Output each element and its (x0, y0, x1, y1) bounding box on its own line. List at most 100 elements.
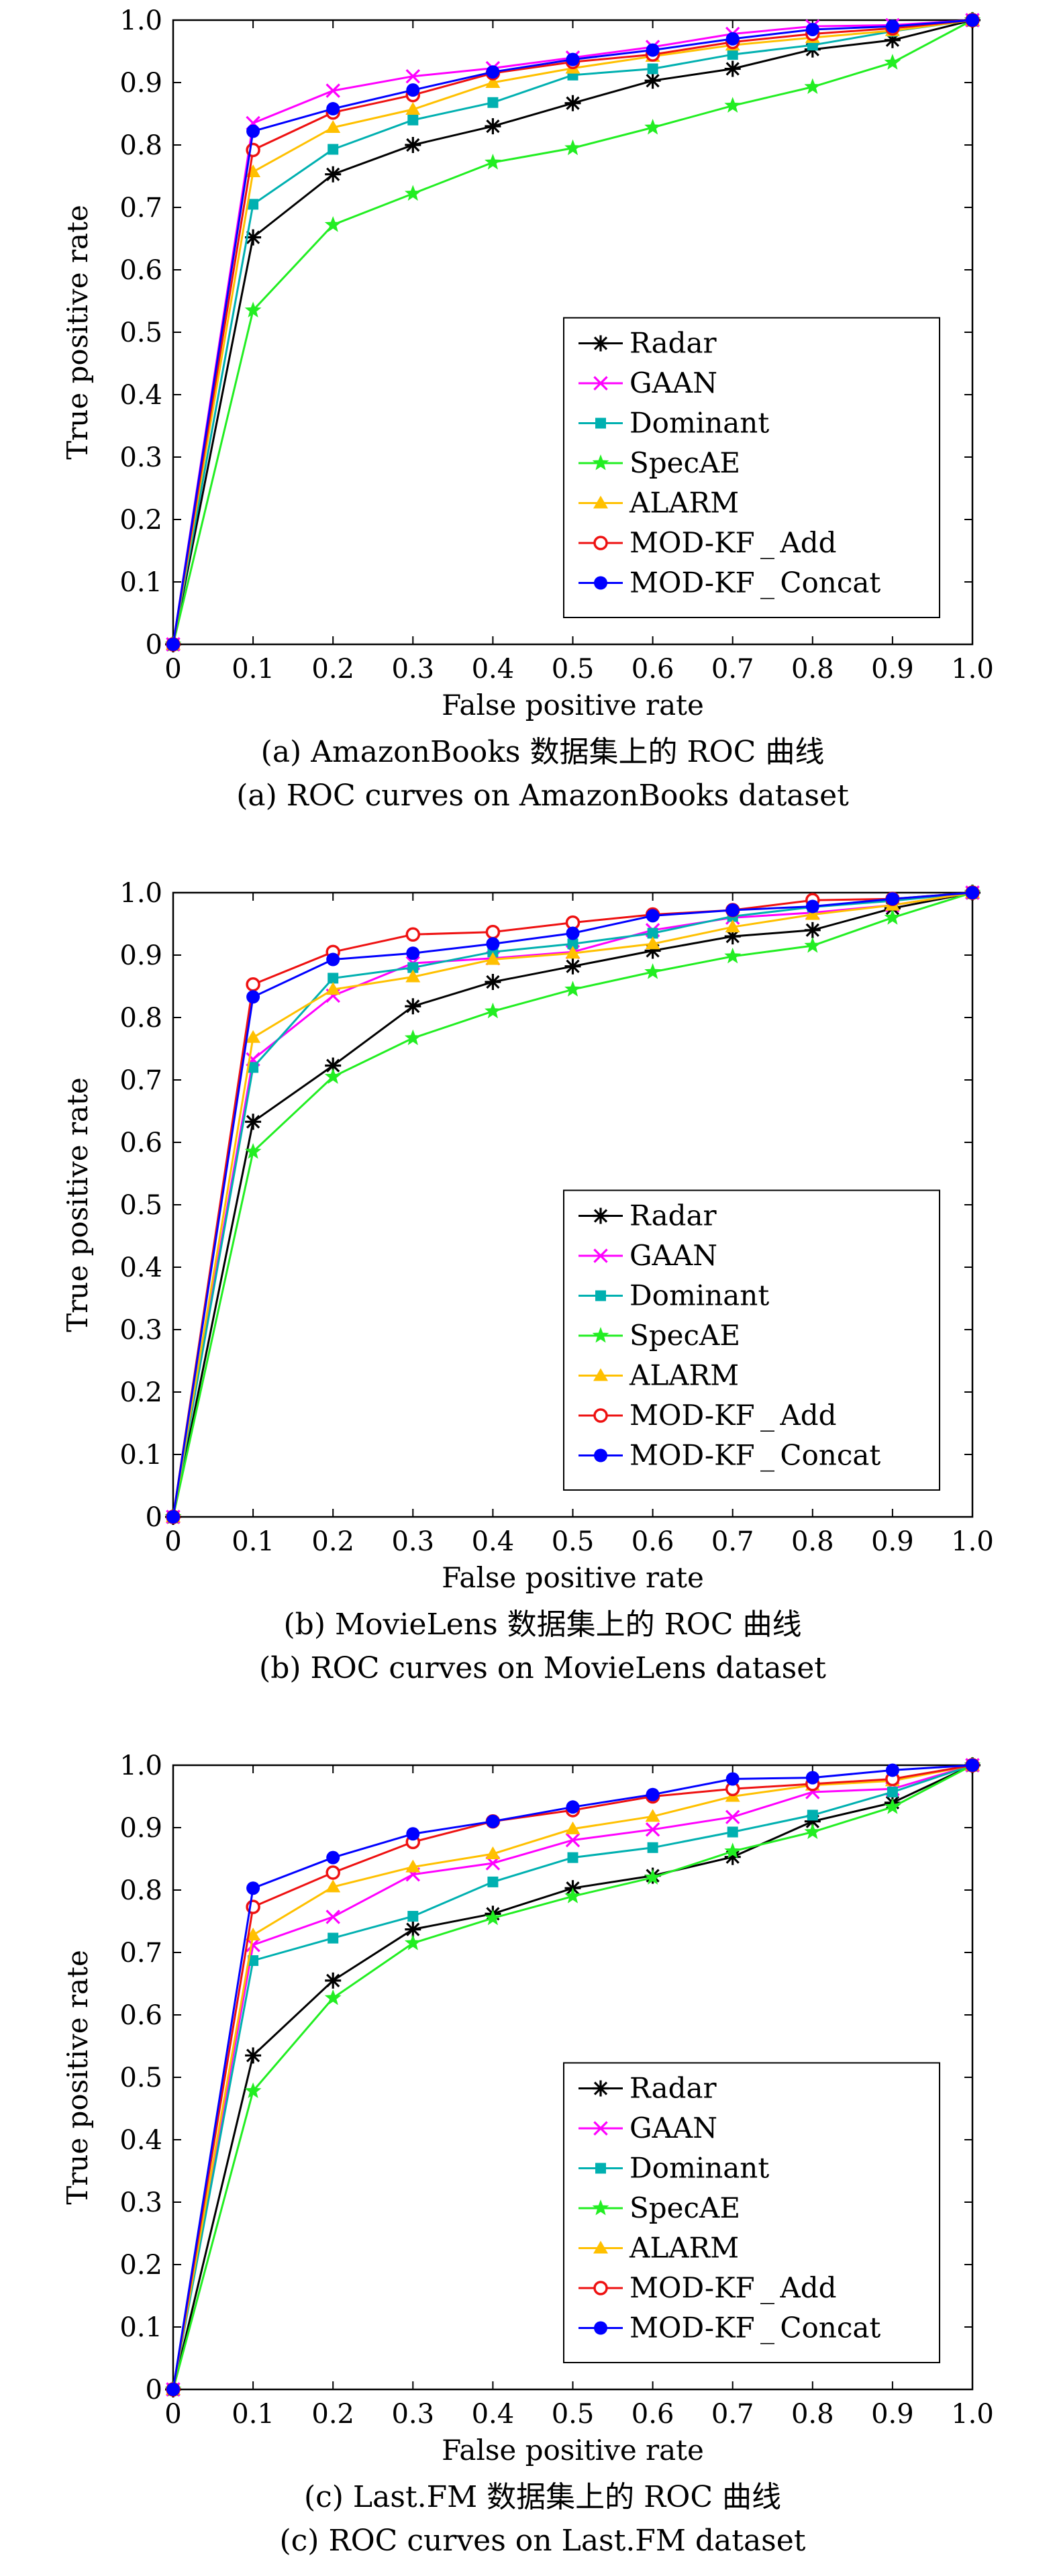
legend-label: MOD-KF _ Add (630, 1399, 836, 1432)
data-point (565, 95, 581, 111)
data-point (966, 1758, 979, 1772)
x-tick-label: 0.6 (632, 2399, 674, 2430)
legend-label: Dominant (630, 2152, 769, 2185)
roc-chart-3: 0 0.1 0.2 0.3 0.4 0.5 0.6 0.7 0.8 0.9 1.0False pos… (61, 1750, 994, 2558)
legend-marker (595, 537, 607, 549)
data-point (406, 83, 419, 97)
x-tick-label: 0.6 (632, 654, 674, 685)
legend-label: Radar (630, 1199, 717, 1232)
y-tick-label: 0.1 (119, 1440, 162, 1471)
y-tick-label: 0.9 (119, 1813, 162, 1844)
y-tick-label: 0.6 (119, 1128, 162, 1158)
data-point (407, 115, 418, 126)
data-point (485, 974, 501, 990)
data-point (806, 1771, 819, 1785)
data-point (886, 892, 899, 905)
legend: Radar GAAN Dominant SpecAE ALARM MOD-KF _ Add… (564, 2063, 940, 2363)
data-point (966, 13, 979, 27)
legend-label: SpecAE (630, 2191, 740, 2224)
data-point (406, 946, 419, 960)
x-tick-label: 0.1 (232, 2399, 274, 2430)
data-point (327, 1867, 339, 1879)
y-tick-label: 0.2 (119, 505, 162, 536)
x-tick-label: 0.4 (472, 1526, 515, 1557)
caption-chinese: (c) Last.FM 数据集上的 ROC 曲线 (304, 2480, 781, 2514)
x-tick-label: 0.5 (552, 1526, 595, 1557)
legend-marker (595, 2163, 606, 2174)
data-point (724, 948, 741, 964)
x-tick-label: 0.3 (391, 2399, 434, 2430)
data-point (485, 118, 501, 134)
data-point (328, 144, 338, 155)
y-tick-label: 0 (146, 630, 162, 660)
x-tick-label: 0.9 (871, 2399, 914, 2430)
x-tick-label: 0.7 (711, 1526, 754, 1557)
y-tick-label: 0.3 (119, 2187, 162, 2218)
y-tick-label: 0.8 (119, 130, 162, 161)
data-point (644, 963, 661, 979)
data-point (326, 1851, 340, 1865)
y-tick-label: 1.0 (119, 1750, 162, 1781)
data-point (646, 44, 660, 57)
y-tick-label: 0.5 (119, 1190, 162, 1221)
roc-chart-2: 0 0.1 0.2 0.3 0.4 0.5 0.6 0.7 0.8 0.9 1.0False pos… (61, 878, 994, 1685)
legend-label: ALARM (629, 1359, 739, 1392)
data-point (645, 72, 661, 89)
data-point (727, 49, 738, 60)
legend-label: MOD-KF _ Add (630, 526, 836, 559)
data-point (325, 1989, 342, 2005)
data-point (566, 926, 580, 940)
x-tick-label: 0 (164, 654, 181, 685)
legend-label: GAAN (630, 2112, 717, 2144)
data-point (727, 1827, 738, 1838)
caption-chinese: (a) AmazonBooks 数据集上的 ROC 曲线 (261, 735, 825, 769)
legend-label: MOD-KF _ Add (630, 2271, 836, 2304)
data-point (806, 899, 819, 913)
legend-marker (593, 336, 609, 352)
y-tick-label: 0.1 (119, 567, 162, 598)
legend-marker (593, 2081, 609, 2097)
x-axis-label: False positive rate (442, 1561, 704, 1594)
x-tick-label: 0.9 (871, 654, 914, 685)
legend-label: ALARM (629, 487, 739, 519)
y-tick-label: 1.0 (119, 5, 162, 36)
data-point (806, 23, 819, 36)
x-tick-label: 0.4 (472, 2399, 515, 2430)
x-tick-label: 0.8 (791, 2399, 834, 2430)
data-point (726, 1772, 740, 1785)
data-point (568, 1852, 578, 1863)
y-tick-label: 0.4 (119, 2125, 162, 2156)
y-tick-label: 1.0 (119, 878, 162, 909)
data-point (325, 166, 341, 183)
y-tick-label: 0 (146, 2375, 162, 2406)
data-point (326, 953, 340, 967)
data-point (405, 1030, 421, 1046)
y-tick-label: 0.7 (119, 1065, 162, 1096)
legend-marker (594, 1449, 607, 1463)
x-tick-label: 0.3 (391, 654, 434, 685)
y-tick-label: 0.5 (119, 2063, 162, 2093)
data-point (405, 998, 421, 1014)
data-point (886, 19, 899, 33)
legend-label: Dominant (630, 1279, 769, 1312)
x-tick-label: 0.4 (472, 654, 515, 685)
data-point (247, 979, 259, 991)
y-tick-label: 0.4 (119, 1252, 162, 1283)
data-point (487, 926, 499, 938)
x-tick-label: 1.0 (951, 2399, 994, 2430)
y-tick-label: 0.7 (119, 1938, 162, 1969)
y-tick-label: 0.4 (119, 380, 162, 411)
legend-label: SpecAE (630, 446, 740, 479)
data-point (807, 1810, 818, 1820)
data-point (726, 32, 740, 46)
legend-label: MOD-KF _ Concat (630, 2312, 880, 2344)
y-tick-label: 0.3 (119, 442, 162, 473)
y-tick-label: 0.3 (119, 1315, 162, 1346)
data-point (966, 886, 979, 899)
x-tick-label: 0.2 (311, 2399, 354, 2430)
data-point (487, 97, 498, 108)
legend-marker (595, 1409, 607, 1422)
x-tick-label: 1.0 (951, 654, 994, 685)
x-tick-label: 0.3 (391, 1526, 434, 1557)
data-point (326, 102, 340, 115)
